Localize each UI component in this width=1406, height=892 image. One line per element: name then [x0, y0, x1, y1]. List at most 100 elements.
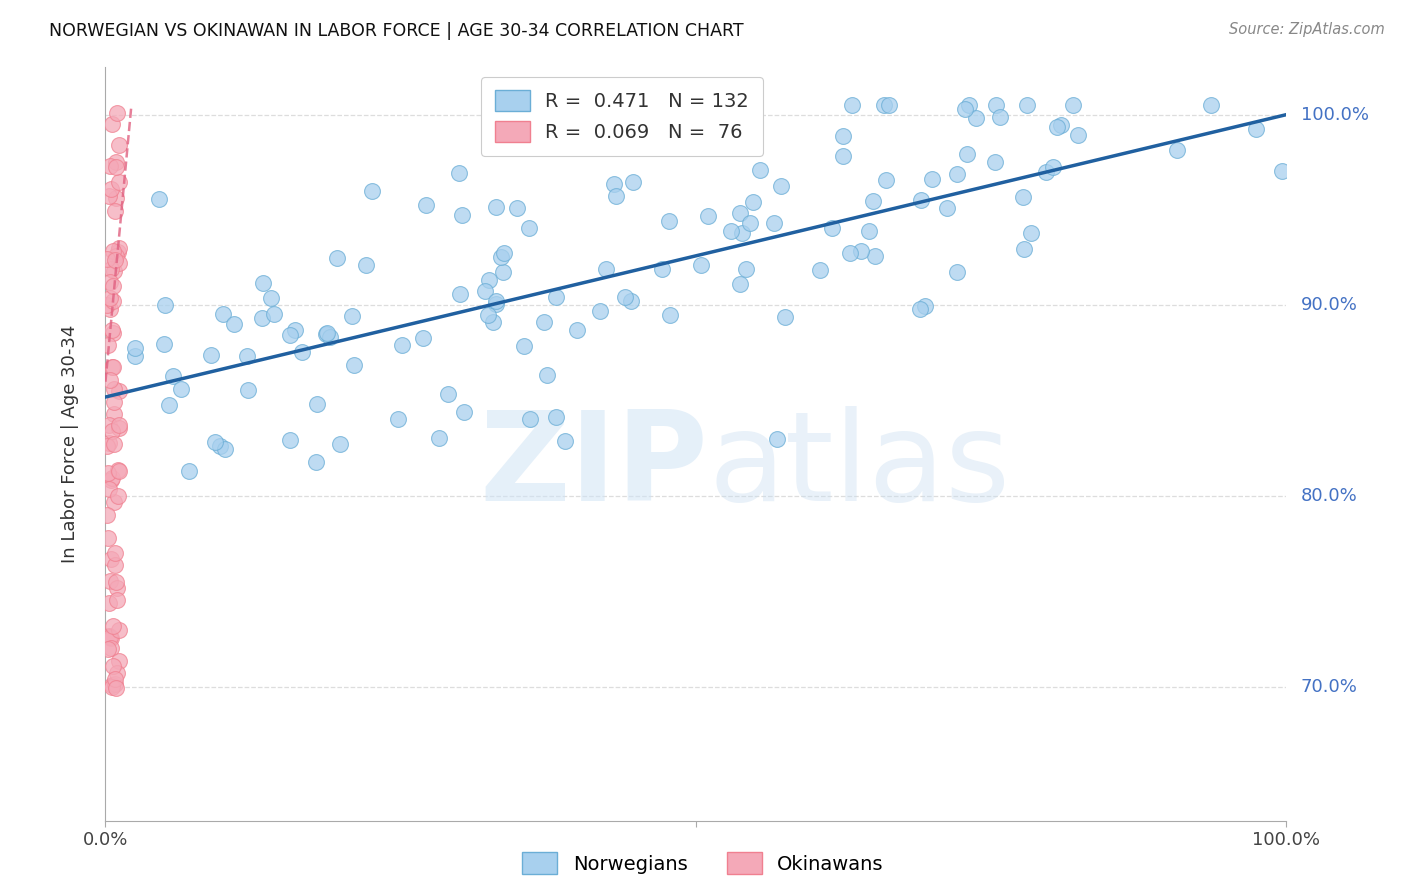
Point [485, 294, 508, 309]
Point [98, 418, 121, 433]
Point [326, 251, 349, 265]
Point [614, 290, 637, 304]
Point [536, 368, 558, 382]
Text: 90.0%: 90.0% [1301, 296, 1358, 314]
Point [235, 350, 257, 364]
Point [100, 262, 122, 277]
Point [104, 204, 127, 219]
Point [212, 307, 235, 321]
Point [238, 383, 260, 397]
Point [340, 310, 363, 324]
Point [101, 359, 124, 374]
Point [96, 508, 118, 522]
Text: 100.0%: 100.0% [1301, 105, 1368, 124]
Point [449, 165, 471, 179]
Point [104, 677, 127, 691]
Point [280, 328, 302, 343]
Point [153, 298, 176, 312]
Point [101, 619, 124, 633]
Point [1012, 190, 1035, 204]
Point [808, 263, 831, 277]
Point [731, 226, 754, 240]
Point [720, 224, 742, 238]
Point [104, 252, 127, 267]
Point [107, 623, 129, 637]
Point [1166, 143, 1188, 157]
Point [477, 308, 499, 322]
Point [101, 117, 124, 131]
Point [544, 290, 567, 304]
Point [157, 398, 180, 412]
Point [103, 495, 125, 509]
Point [984, 98, 1007, 112]
Point [492, 265, 515, 279]
Point [450, 208, 472, 222]
Point [108, 256, 131, 270]
Point [107, 489, 129, 503]
Point [1012, 242, 1035, 256]
Point [965, 111, 987, 125]
Point [104, 546, 127, 560]
Point [108, 418, 131, 433]
Point [821, 221, 844, 235]
Point [104, 672, 127, 686]
Point [865, 249, 887, 263]
Point [873, 98, 896, 112]
Point [98, 302, 121, 317]
Point [841, 98, 863, 112]
Point [124, 341, 146, 355]
Point [100, 359, 122, 374]
Point [97, 531, 120, 545]
Point [100, 641, 122, 656]
Point [101, 244, 124, 258]
Point [108, 138, 131, 153]
Point [96, 252, 118, 266]
Point [910, 193, 932, 207]
Point [315, 326, 337, 341]
Point [453, 405, 475, 419]
Point [214, 442, 236, 457]
Y-axis label: In Labor Force | Age 30-34: In Labor Force | Age 30-34 [60, 325, 79, 563]
Point [97, 466, 120, 480]
Point [554, 434, 576, 448]
Text: NORWEGIAN VS OKINAWAN IN LABOR FORCE | AGE 30-34 CORRELATION CHART: NORWEGIAN VS OKINAWAN IN LABOR FORCE | A… [49, 22, 744, 40]
Point [769, 178, 792, 193]
Point [252, 277, 274, 291]
Text: atlas: atlas [709, 406, 1011, 527]
Point [692, 138, 714, 153]
Point [1046, 120, 1069, 134]
Point [100, 323, 122, 337]
Point [412, 331, 434, 345]
Point [658, 214, 681, 228]
Point [152, 337, 174, 351]
Point [1042, 160, 1064, 174]
Point [946, 167, 969, 181]
Point [697, 209, 720, 223]
Point [108, 464, 131, 478]
Point [260, 291, 283, 305]
Point [100, 474, 122, 488]
Point [101, 294, 124, 309]
Point [749, 162, 772, 177]
Point [100, 181, 122, 195]
Point [595, 262, 617, 277]
Point [104, 558, 127, 572]
Point [620, 293, 643, 308]
Point [728, 277, 751, 291]
Point [506, 201, 529, 215]
Point [908, 301, 931, 316]
Point [98, 596, 121, 610]
Point [98, 483, 121, 497]
Point [485, 297, 508, 311]
Point [98, 189, 121, 203]
Point [565, 323, 588, 337]
Point [946, 265, 969, 279]
Point [104, 155, 127, 169]
Point [98, 291, 121, 305]
Point [209, 439, 232, 453]
Point [104, 249, 127, 263]
Legend: Norwegians, Okinawans: Norwegians, Okinawans [513, 843, 893, 883]
Text: Source: ZipAtlas.com: Source: ZipAtlas.com [1229, 22, 1385, 37]
Point [519, 412, 541, 426]
Point [124, 349, 146, 363]
